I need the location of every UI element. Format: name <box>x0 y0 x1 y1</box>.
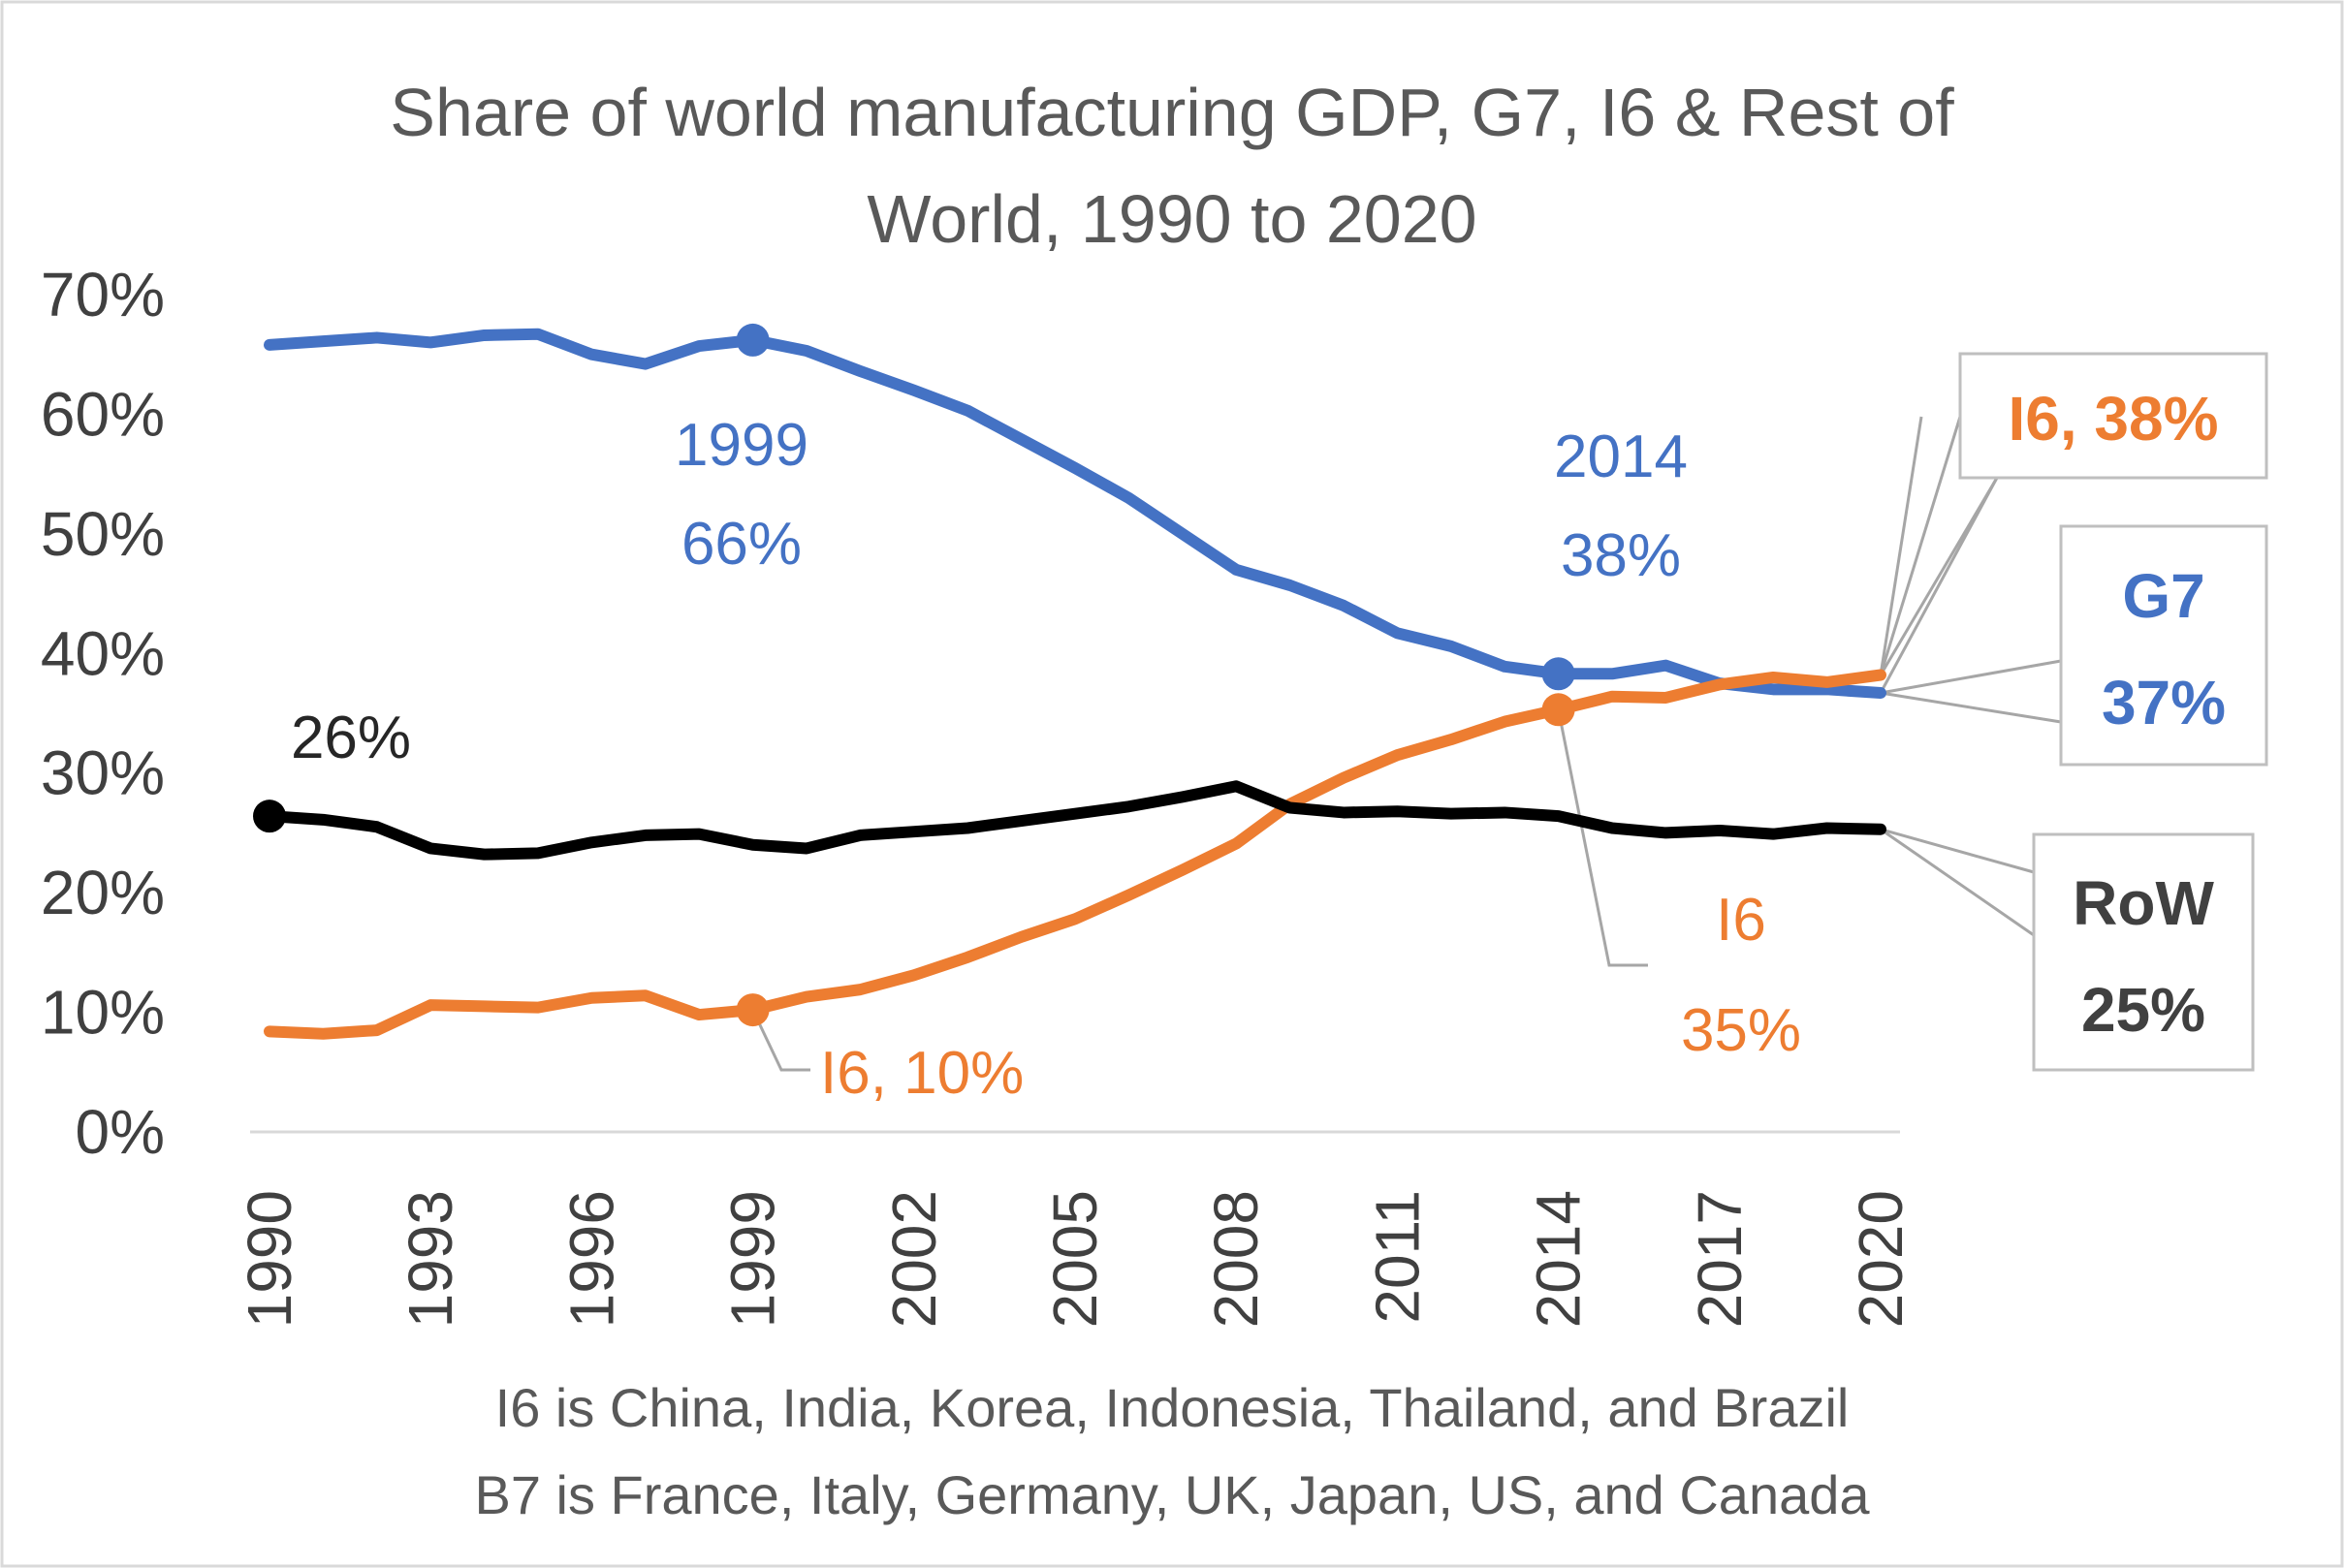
g7-end-callout-box <box>2059 524 2268 767</box>
g7-end-callout-name: G7 <box>2122 561 2204 631</box>
marker-i6-2014 <box>1541 693 1575 727</box>
row-end-callout-value: 25% <box>2081 975 2205 1045</box>
leader-line <box>1880 828 2035 937</box>
y-tick-label: 70% <box>41 260 165 329</box>
series-line-i6 <box>264 669 1886 1040</box>
i6-end-callout-box <box>1958 352 2268 480</box>
i6-1999-label: I6, 10% <box>820 1040 1024 1107</box>
i6-2014-name-label: I6 <box>1716 887 1766 954</box>
callout-leaders <box>751 416 2062 1072</box>
x-tick-label: 2017 <box>1685 1190 1755 1328</box>
row-1990-label: 26% <box>291 705 411 771</box>
y-tick-label: 60% <box>41 379 165 449</box>
g7-2014-year-label: 2014 <box>1554 423 1688 490</box>
leader-line <box>1557 709 1648 967</box>
series-lines <box>264 328 1886 1040</box>
chart-title-line-2: World, 1990 to 2020 <box>867 181 1476 257</box>
y-axis-ticks: 0% 10% 20% 30% 40% 50% 60% 70% <box>41 260 165 1167</box>
y-tick-label: 10% <box>41 978 165 1048</box>
g7-end-callout-value: 37% <box>2102 668 2226 737</box>
marker-g7-1999 <box>736 323 770 357</box>
g7-2014-value-label: 38% <box>1561 522 1681 589</box>
marker-row-1990 <box>253 800 286 833</box>
x-tick-label: 2008 <box>1201 1190 1271 1328</box>
g7-1999-value-label: 66% <box>681 511 802 578</box>
row-end-callout-box <box>2032 832 2255 1072</box>
x-tick-label: 2014 <box>1524 1190 1594 1328</box>
x-axis-ticks: 1990 1993 1996 1999 2002 2005 2008 2011 2014 2017… <box>235 1190 1916 1328</box>
x-tick-label: 2005 <box>1040 1190 1110 1328</box>
x-tick-label: 1999 <box>718 1190 788 1328</box>
x-tick-label: 1993 <box>396 1190 465 1328</box>
x-tick-label: 1996 <box>556 1190 626 1328</box>
leader-line <box>1880 659 2062 695</box>
i6-2014-value-label: 35% <box>1681 997 1801 1064</box>
y-tick-label: 30% <box>41 738 165 808</box>
leader-line <box>751 1009 810 1072</box>
marker-g7-2014 <box>1541 657 1575 691</box>
y-tick-label: 20% <box>41 858 165 927</box>
leader-line <box>1880 691 2062 724</box>
y-tick-label: 50% <box>41 499 165 569</box>
chart-title-line-1: Share of world manufacturing GDP, G7, I6… <box>390 75 1954 150</box>
i6-end-callout-label: I6, 38% <box>2008 384 2218 454</box>
x-tick-label: 2011 <box>1362 1190 1432 1324</box>
g7-1999-year-label: 1999 <box>675 412 808 479</box>
footnote-b7: B7 is France, Italy, Germany, UK, Japan,… <box>474 1464 1870 1525</box>
leader-line <box>1879 416 1923 675</box>
leader-line <box>1879 416 1962 675</box>
y-tick-label: 0% <box>76 1097 166 1167</box>
y-tick-label: 40% <box>41 618 165 688</box>
x-tick-label: 2020 <box>1846 1190 1916 1328</box>
leader-line <box>1880 828 2035 874</box>
series-line-g7 <box>264 328 1886 700</box>
x-tick-label: 1990 <box>235 1190 304 1328</box>
highlight-markers <box>253 323 1575 1027</box>
x-tick-label: 2002 <box>879 1190 949 1328</box>
row-end-callout-name: RoW <box>2073 868 2214 938</box>
marker-i6-1999 <box>736 993 770 1027</box>
leader-line <box>1879 477 1999 694</box>
footnote-i6: I6 is China, India, Korea, Indonesia, Th… <box>495 1377 1850 1438</box>
series-line-row <box>264 780 1886 861</box>
